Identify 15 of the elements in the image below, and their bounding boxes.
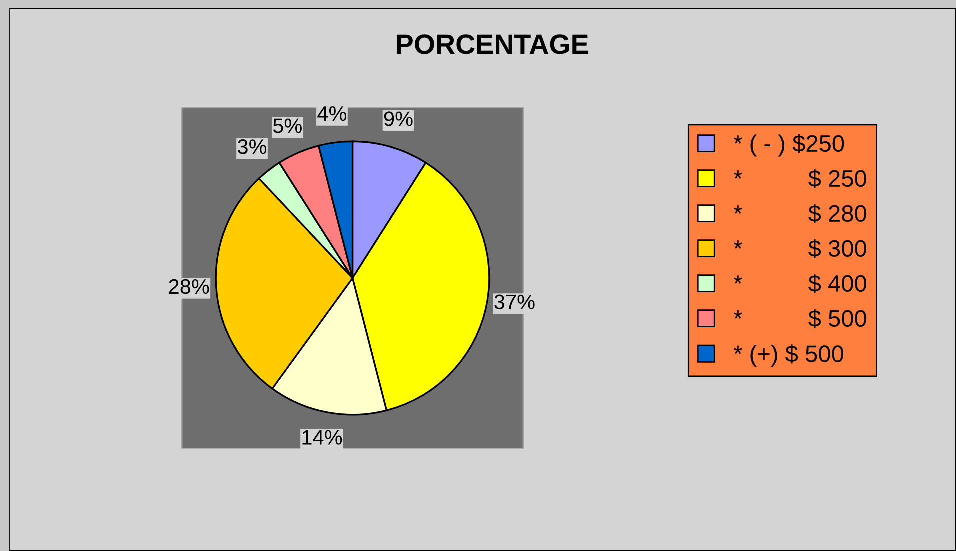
chart-title: PORCENTAGE <box>397 34 588 54</box>
data-label: 5% <box>273 118 302 134</box>
legend-label: * $ 400 <box>734 274 866 294</box>
data-label: 14% <box>302 430 342 445</box>
legend-label: * $ 500 <box>734 309 866 328</box>
data-label: 4% <box>318 106 347 122</box>
data-label: 28% <box>169 279 210 294</box>
data-label: 37% <box>494 294 535 310</box>
legend-label: * $ 250 <box>734 169 866 188</box>
data-label: 9% <box>384 112 413 126</box>
data-label: 3% <box>238 140 267 154</box>
legend-label: * $ 280 <box>734 204 866 224</box>
legend-label: * ( - ) $250 <box>734 134 844 157</box>
legend-label: * (+) $ 500 <box>734 344 844 368</box>
legend-label: * $ 300 <box>734 239 866 258</box>
